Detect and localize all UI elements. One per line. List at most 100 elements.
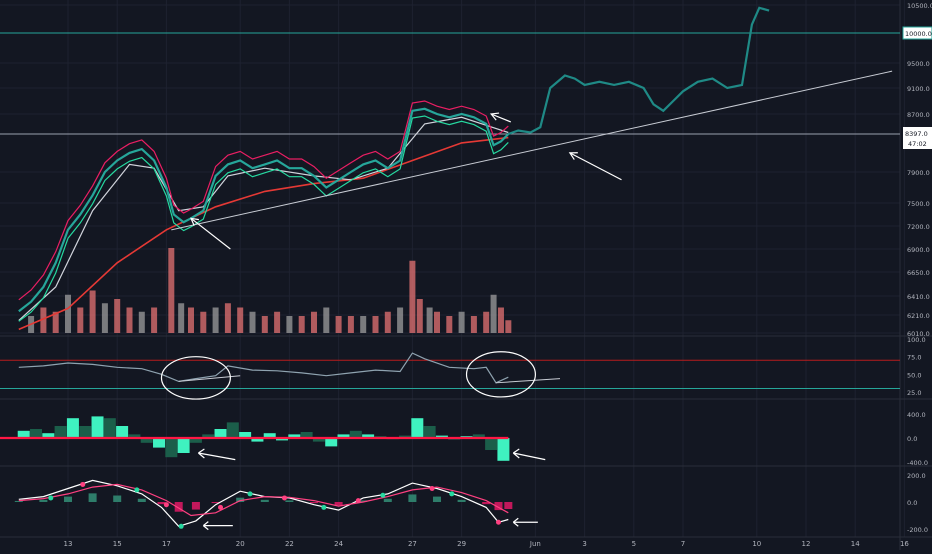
oscillator-panel [0,416,510,461]
time-tick-label-4: 22 [285,540,294,548]
volume-bar-21 [286,316,293,333]
volume-bar-38 [483,311,490,333]
time-tick-label-3: 20 [236,540,245,548]
macd-tick-label-0: 200.0 [907,472,926,480]
macd-hist-bar-2 [64,496,72,502]
volume-bar-5 [89,290,96,333]
macd-panel [14,479,513,529]
osc-hist-bar-34 [435,435,448,438]
osc-hist-bar-26 [337,434,350,438]
volume-bar-28 [372,316,379,333]
macd-cross-dot-2 [134,487,140,493]
time-tick-label-1: 15 [113,540,122,548]
volume-bar-37 [470,316,477,333]
macd-hist-bar-17 [408,494,417,502]
volume-bar-29 [384,311,391,333]
price-tick-label-9: 6410.0 [907,293,930,301]
osc-hist-bar-5 [79,426,92,438]
volume-bar-2 [52,311,59,333]
volume-bar-8 [126,307,133,333]
osc-hist-bar-15 [202,434,215,438]
volume-bar-7 [114,299,121,333]
volume-bar-27 [360,316,367,333]
time-tick-label-15: 16 [900,540,909,548]
rsi-line [18,352,509,384]
osc-hist-bar-12 [165,438,178,458]
macd-hist-bar-14 [334,502,343,506]
support-trendline [171,70,893,231]
osc-hist-bar-25 [325,438,338,447]
price-tick-label-5: 7500.0 [907,200,930,208]
volume-bar-14 [200,311,207,333]
macd-hist-bar-15 [359,500,368,502]
osc-hist-bar-10 [140,438,153,443]
volume-bar-40 [497,307,504,333]
osc-hist-bar-20 [263,433,276,438]
time-tick-label-5: 24 [334,540,343,548]
price-series [0,6,900,331]
macd-hist-bar-16 [383,498,392,502]
macd-tick-label-1: 0.0 [907,499,917,507]
osc-hist-bar-1 [30,429,43,438]
osc-hist-bar-7 [103,418,116,438]
macd-hist-bar-11 [260,499,269,502]
macd-hist-bar-21 [494,502,503,511]
price-axis: 10500.0 9500.0 9100.0 8700.0 7900.0 7500.0 720… [902,2,932,534]
price-tick-label-4: 7900.0 [907,169,930,177]
osc-hist-bar-19 [251,438,264,442]
osc-hist-bar-18 [239,432,252,438]
volume-bar-15 [212,307,219,333]
volume-bar-19 [261,316,268,333]
volume-bar-9 [138,311,145,333]
osc-hist-bar-21 [276,438,289,441]
osc-hist-bar-16 [214,429,227,438]
macd-arrow-1 [512,517,538,527]
volume-bar-18 [249,311,256,333]
volume-bar-22 [298,316,305,333]
macd-hist-bar-7 [174,502,183,512]
volume-bar-39 [490,294,497,333]
osc-hist-bar-14 [189,438,202,443]
osc-hist-bar-33 [423,426,436,438]
osc-tick-label-1: 0.0 [907,435,917,443]
rsi-trendline-1 [496,378,561,384]
price-tick-label-10: 6210.0 [907,312,930,320]
rsi-tick-label-0: 100.0 [907,336,926,344]
osc-arrow-1 [512,448,546,461]
macd-hist-bar-22 [504,502,513,510]
price-arrow-head-0 [190,217,199,226]
macd-hist-bar-18 [433,496,441,502]
osc-hist-bar-8 [116,426,129,438]
rsi-tick-label-2: 50.0 [907,371,921,379]
volume-bar-25 [335,316,342,333]
osc-hist-bar-37 [472,434,485,438]
ma-white-line [18,116,509,321]
macd-cross-dot-12 [449,491,455,497]
volume-bar-23 [311,311,317,333]
osc-hist-bar-11 [153,438,166,448]
time-tick-label-6: 27 [408,540,417,548]
level-high-label: 10000.0 [905,30,932,38]
volume-bar-32 [416,299,423,333]
macd-hist-bar-3 [88,493,97,502]
price-line [18,107,510,313]
osc-tick-label-2: -400.0 [907,459,928,467]
osc-tick-label-0: 400.0 [907,411,926,419]
osc-hist-bar-13 [177,438,190,453]
osc-hist-bar-17 [226,422,239,438]
macd-hist-bar-1 [39,499,48,502]
macd-tick-label-2: -200.0 [907,526,928,534]
osc-hist-bar-0 [17,430,30,438]
price-tick-label-8: 6650.0 [907,269,930,277]
osc-hist-bar-24 [312,438,325,442]
macd-hist-bar-12 [285,500,294,502]
price-tick-label-0: 10500.0 [907,2,932,10]
time-tick-label-9: 3 [582,540,586,548]
time-tick-label-7: 29 [457,540,466,548]
macd-cross-dot-13 [496,519,501,525]
macd-hist-bar-9 [211,502,220,504]
volume-bar-30 [397,307,404,333]
macd-hist-bar-0 [14,500,23,502]
osc-hist-bar-2 [42,433,55,438]
volume-bar-33 [426,307,433,333]
